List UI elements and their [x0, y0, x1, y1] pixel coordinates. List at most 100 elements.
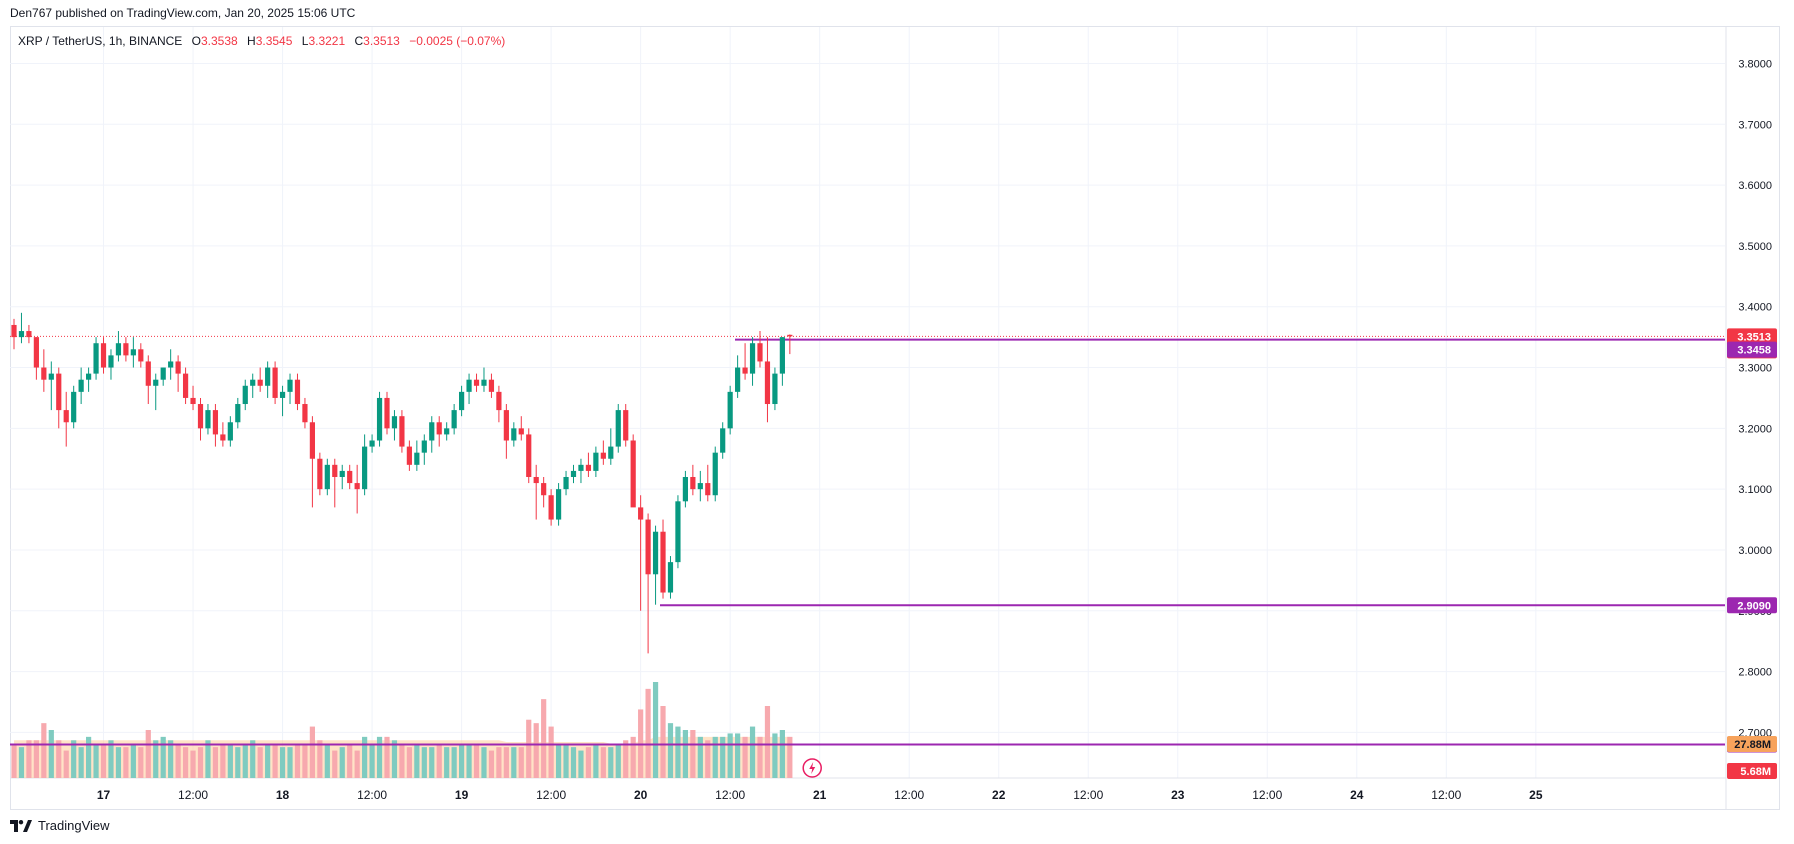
candle-body: [347, 470, 353, 484]
volume-bar: [585, 747, 592, 778]
candle-body: [71, 391, 77, 423]
x-tick-label: 24: [1350, 788, 1364, 802]
y-tick-label: 3.0000: [1738, 545, 1772, 557]
volume-bar: [376, 736, 383, 778]
y-tick-label: 2.8000: [1738, 667, 1772, 679]
tradingview-logo-icon: [10, 819, 32, 832]
y-tick-label: 3.6000: [1738, 180, 1772, 192]
candle-body: [406, 446, 412, 465]
candle-body: [488, 379, 495, 392]
candle-body: [578, 464, 584, 471]
volume-bar: [705, 740, 711, 778]
candle-body: [570, 470, 577, 477]
candle-body: [257, 379, 263, 386]
candle-body: [145, 361, 151, 386]
volume-bar: [555, 743, 562, 778]
y-tick-label: 3.7000: [1738, 119, 1772, 131]
volume-bar: [414, 743, 420, 778]
volume-bar: [399, 743, 405, 778]
candle-body: [585, 464, 592, 471]
volume-bar: [772, 733, 778, 778]
volume-bar: [615, 743, 621, 778]
volume-bar: [496, 747, 502, 778]
volume-badge-bg: [1727, 763, 1777, 779]
candle-body: [182, 373, 189, 398]
volume-bar: [26, 740, 32, 778]
volume-bar: [347, 743, 353, 778]
candle-body: [399, 416, 405, 447]
candle-body: [757, 343, 763, 362]
candle-body: [742, 367, 748, 374]
volume-bar: [690, 730, 696, 778]
volume-bar: [279, 747, 286, 778]
candle-body: [533, 476, 539, 484]
candle-body: [78, 379, 84, 392]
candle-body: [667, 562, 674, 593]
candle-body: [690, 476, 696, 490]
candle-body: [451, 410, 457, 429]
tradingview-logo[interactable]: TradingView: [10, 818, 110, 833]
volume-bar: [764, 706, 771, 778]
legend-high-label: H: [247, 34, 256, 48]
volume-bar: [108, 740, 114, 778]
chart-frame[interactable]: [10, 26, 1780, 810]
y-tick-label: 3.3000: [1738, 363, 1772, 375]
x-tick-label: 18: [276, 788, 290, 802]
volume-bar: [317, 740, 323, 778]
volume-badge: 5.68M: [1740, 766, 1771, 778]
x-tick-label: 19: [455, 788, 469, 802]
volume-bar: [145, 730, 151, 778]
volume-bar: [667, 723, 674, 778]
volume-bar: [459, 743, 465, 778]
candle-body: [294, 379, 301, 405]
volume-bar: [168, 740, 174, 778]
volume-bar: [518, 747, 524, 778]
candle-body: [160, 367, 166, 380]
legend-close: 3.3513: [363, 34, 400, 48]
candle-body: [705, 483, 711, 496]
candle-body: [727, 391, 733, 429]
legend-close-label: C: [354, 34, 364, 48]
y-tick-label: 3.1000: [1738, 484, 1772, 496]
x-tick-label: 12:00: [536, 788, 566, 802]
volume-bar: [78, 747, 84, 778]
candle-body: [615, 410, 621, 447]
candle-body: [712, 452, 718, 496]
legend-open-label: O: [191, 34, 201, 48]
candle-body: [100, 343, 107, 368]
candle-body: [645, 519, 651, 575]
y-tick-label: 3.8000: [1738, 58, 1772, 70]
volume-bar: [421, 747, 427, 778]
x-tick-label: 12:00: [894, 788, 924, 802]
candle-body: [459, 391, 465, 411]
volume-bar: [302, 743, 308, 778]
last-price-badge: 3.3513: [1737, 331, 1771, 343]
tradingview-brand: TradingView: [38, 818, 110, 833]
candle-body: [41, 367, 47, 380]
volume-bar: [250, 740, 256, 778]
volume-bar: [100, 743, 107, 778]
volume-bar: [197, 747, 204, 778]
publish-header: Den767 published on TradingView.com, Jan…: [10, 6, 356, 20]
y-tick-label: 3.2000: [1738, 423, 1772, 435]
candle-body: [123, 343, 129, 356]
candle-body: [48, 373, 54, 380]
candle-body: [555, 489, 562, 520]
candle-body: [153, 379, 159, 386]
x-tick-label: 20: [634, 788, 648, 802]
x-tick-label: 17: [97, 788, 111, 802]
volume-bar: [63, 750, 69, 778]
candle-body: [764, 361, 771, 405]
candle-body: [18, 331, 25, 338]
volume-bar: [742, 736, 748, 778]
volume-bar: [749, 726, 756, 778]
volume-bar: [138, 747, 144, 778]
x-tick-label: 23: [1171, 788, 1185, 802]
volume-bar: [451, 747, 457, 778]
candle-body: [93, 343, 99, 374]
y-tick-label: 3.5000: [1738, 241, 1772, 253]
volume-bar: [339, 747, 345, 778]
volume-bar: [48, 730, 54, 778]
candle-body: [473, 379, 480, 386]
